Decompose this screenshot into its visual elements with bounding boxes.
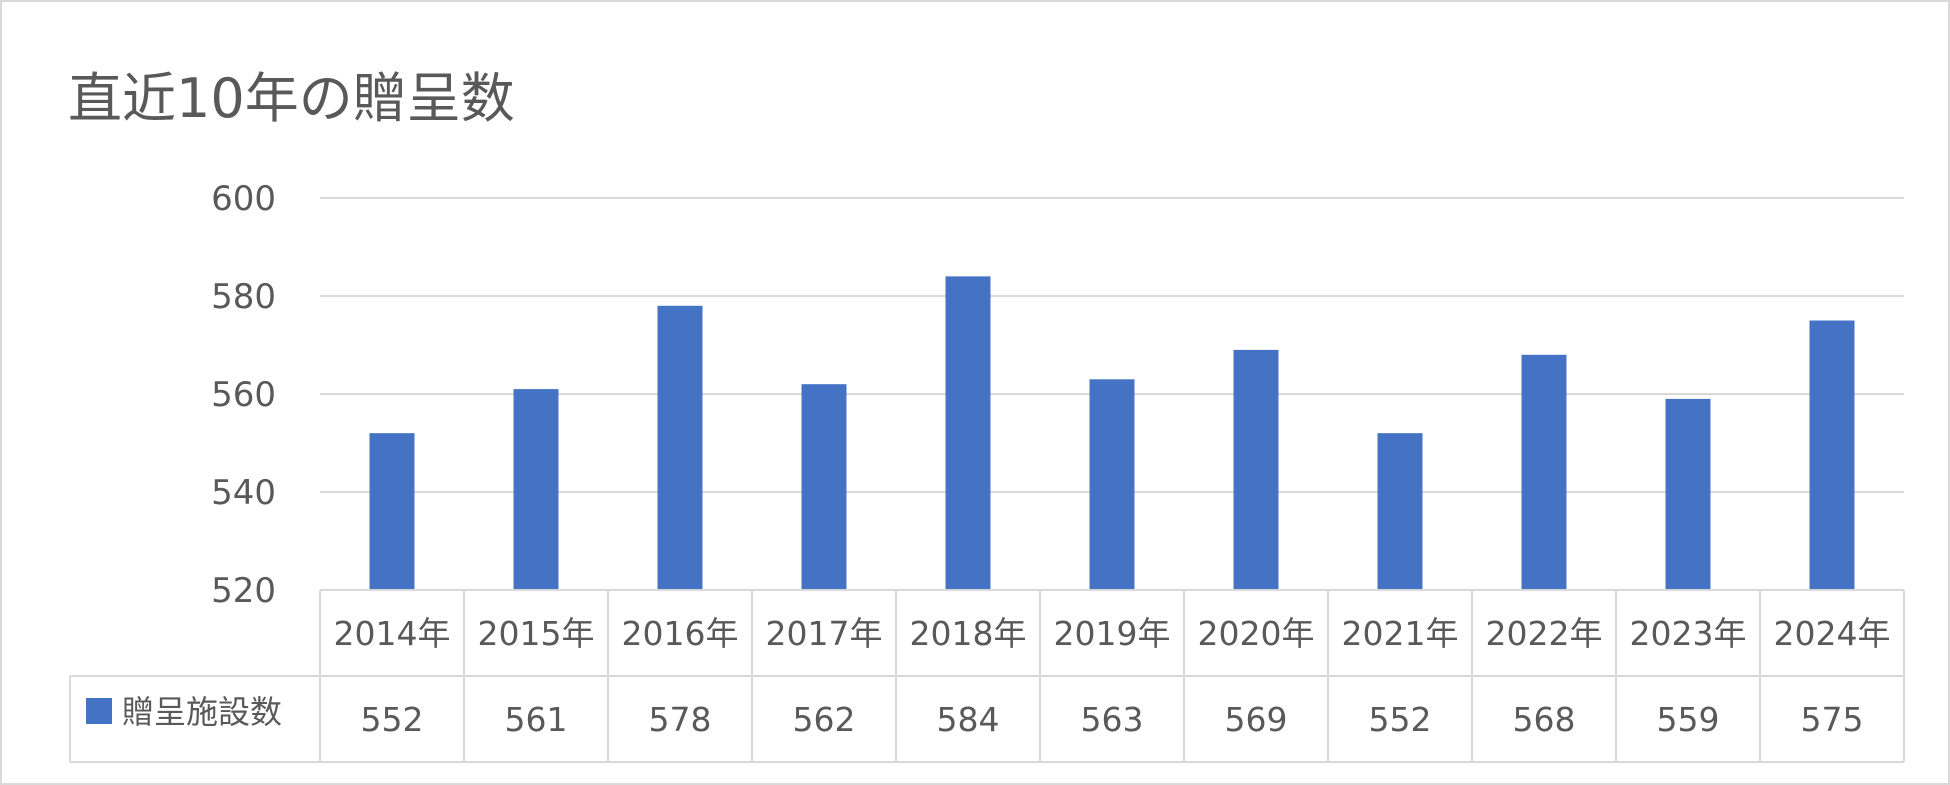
data-value-label: 578 [649,700,712,739]
y-tick-label: 540 [211,473,276,513]
data-value-label: 563 [1081,700,1144,739]
bar [1665,398,1711,590]
x-category-label: 2022年 [1486,614,1603,653]
data-value-label: 562 [793,700,856,739]
data-value-label: 575 [1801,700,1864,739]
data-value-label: 568 [1513,700,1576,739]
bars [369,276,1855,590]
data-value-label: 584 [937,700,1000,739]
bar [1233,349,1279,590]
x-category-label: 2014年 [334,614,451,653]
data-table: 2014年 552 2015年 561 2016年 578 2017年 562 2018年 584… [69,589,1905,763]
chart-title: 直近10年の贈呈数 [68,67,515,130]
bar [945,276,991,590]
y-tick-label: 520 [211,571,276,611]
bar [1809,320,1855,590]
x-category-label: 2019年 [1054,614,1171,653]
legend-swatch [86,698,112,724]
bar [513,389,559,590]
x-category-label: 2016年 [622,614,739,653]
data-value-label: 561 [505,700,568,739]
x-category-label: 2024年 [1774,614,1891,653]
bar [1089,379,1135,590]
x-category-label: 2015年 [478,614,595,653]
data-value-label: 552 [1369,700,1432,739]
x-category-label: 2023年 [1630,614,1747,653]
legend-label: 贈呈施設数 [122,693,282,731]
x-category-label: 2021年 [1342,614,1459,653]
x-category-label: 2017年 [766,614,883,653]
data-value-label: 559 [1657,700,1720,739]
y-tick-label: 560 [211,375,276,415]
x-category-label: 2018年 [910,614,1027,653]
y-tick-label: 580 [211,277,276,317]
y-tick-label: 600 [211,179,276,219]
data-value-label: 552 [361,700,424,739]
y-axis-ticks: 520 540 560 580 600 [211,179,276,611]
data-value-label: 569 [1225,700,1288,739]
x-category-label: 2020年 [1198,614,1315,653]
bar [657,305,703,590]
bar [801,384,847,590]
bar [1377,433,1423,590]
bar [369,433,415,590]
bar [1521,354,1567,590]
